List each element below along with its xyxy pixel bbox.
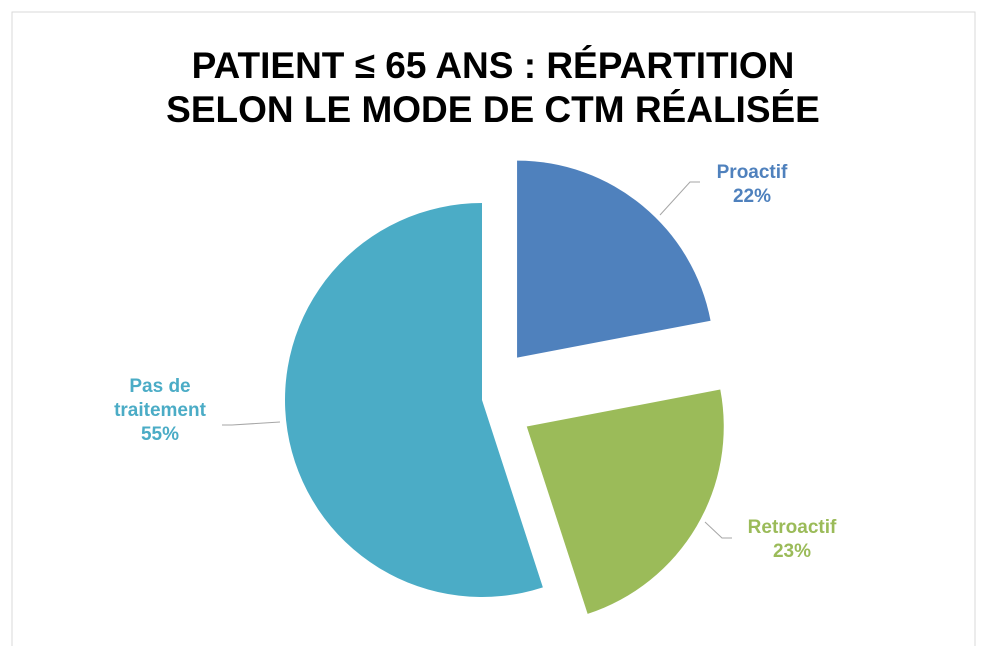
category-label: Proactif xyxy=(717,162,788,183)
pie-slice xyxy=(517,160,711,358)
value-label: 55% xyxy=(141,424,179,445)
chart-title: PATIENT ≤ 65 ANS : RÉPARTITION xyxy=(192,45,795,86)
leader-line xyxy=(659,181,700,216)
leader-line xyxy=(704,521,732,539)
pie-slice xyxy=(526,389,724,614)
leader-line xyxy=(222,421,281,426)
chart-title: SELON LE MODE DE CTM RÉALISÉE xyxy=(166,89,820,130)
category-label: Pas de traitement xyxy=(114,376,207,421)
category-label: Retroactif xyxy=(748,517,837,538)
pie-slice xyxy=(285,203,543,597)
value-label: 23% xyxy=(773,541,811,562)
value-label: 22% xyxy=(733,186,771,207)
